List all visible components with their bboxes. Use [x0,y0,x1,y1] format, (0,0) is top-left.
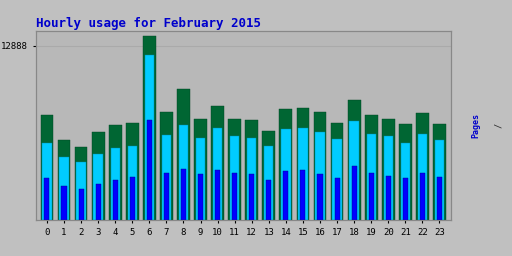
Text: Pages: Pages [471,113,480,138]
Bar [314,112,327,220]
Bar [198,174,203,220]
Bar [147,120,152,220]
Bar [75,147,88,220]
Bar [401,143,410,220]
Bar [194,119,207,220]
Bar [211,106,224,220]
Bar [315,132,325,220]
Bar [58,140,71,220]
Bar [213,128,222,220]
Bar [418,134,427,220]
Bar [350,121,359,220]
Bar [399,124,412,220]
Bar [96,184,101,220]
Bar [332,139,342,220]
Bar [228,119,241,220]
Bar [181,169,186,220]
Text: /: / [494,123,503,128]
Bar [403,178,408,220]
Bar [40,115,53,220]
Bar [164,173,169,220]
Bar [92,132,104,220]
Bar [437,177,442,220]
Bar [113,179,118,220]
Bar [59,157,69,220]
Bar [263,131,275,220]
Bar [416,113,429,220]
Bar [334,178,339,220]
Bar [420,173,425,220]
Bar [301,170,306,220]
Bar [283,172,288,220]
Bar [179,125,188,220]
Bar [109,125,122,220]
Bar [94,154,103,220]
Bar [196,138,205,220]
Bar [296,108,309,220]
Bar [111,148,120,220]
Text: Hourly usage for February 2015: Hourly usage for February 2015 [36,17,261,29]
Bar [383,136,393,220]
Bar [126,123,139,220]
Bar [386,176,391,220]
Bar [435,140,444,220]
Bar [61,186,67,220]
Bar [177,89,190,220]
Bar [264,146,273,220]
Bar [280,109,292,220]
Bar [127,146,137,220]
Bar [331,123,344,220]
Bar [130,177,135,220]
Bar [45,178,50,220]
Bar [369,173,374,220]
Bar [382,119,395,220]
Bar [348,100,360,220]
Bar [143,36,156,220]
Bar [215,170,220,220]
Bar [266,179,271,220]
Bar [160,112,173,220]
Bar [145,55,154,220]
Bar [42,143,52,220]
Bar [247,138,257,220]
Bar [433,124,446,220]
Bar [232,173,237,220]
Bar [76,162,86,220]
Bar [230,136,240,220]
Bar [317,174,323,220]
Bar [162,135,171,220]
Bar [249,174,254,220]
Bar [245,120,258,220]
Bar [78,189,83,220]
Bar [298,128,308,220]
Bar [281,130,291,220]
Bar [367,134,376,220]
Bar [365,115,378,220]
Bar [352,166,357,220]
